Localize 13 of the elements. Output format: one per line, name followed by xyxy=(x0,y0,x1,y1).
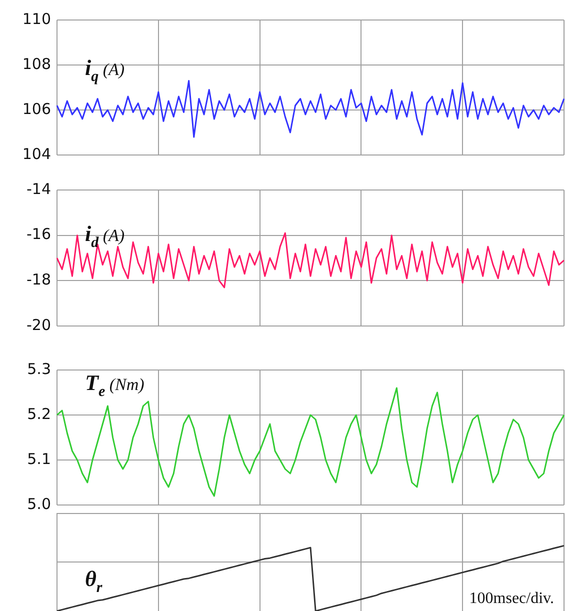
y-tick-label: 5.1 xyxy=(27,450,51,468)
annotation: 100msec/div. xyxy=(469,590,554,607)
y-tick-label: 5.0 xyxy=(27,494,51,513)
y-tick-label: 110 xyxy=(22,10,51,28)
y-tick-label: 5.3 xyxy=(27,360,51,378)
y-tick-label: 106 xyxy=(22,100,51,118)
y-tick-label: -20 xyxy=(26,316,51,334)
y-tick-label: 108 xyxy=(22,54,51,73)
y-tick-label: -14 xyxy=(26,180,51,198)
y-tick-label: 104 xyxy=(22,144,51,163)
y-tick-label: -16 xyxy=(26,225,51,244)
y-tick-label: -18 xyxy=(26,270,51,289)
y-tick-label: 5.2 xyxy=(27,404,51,423)
